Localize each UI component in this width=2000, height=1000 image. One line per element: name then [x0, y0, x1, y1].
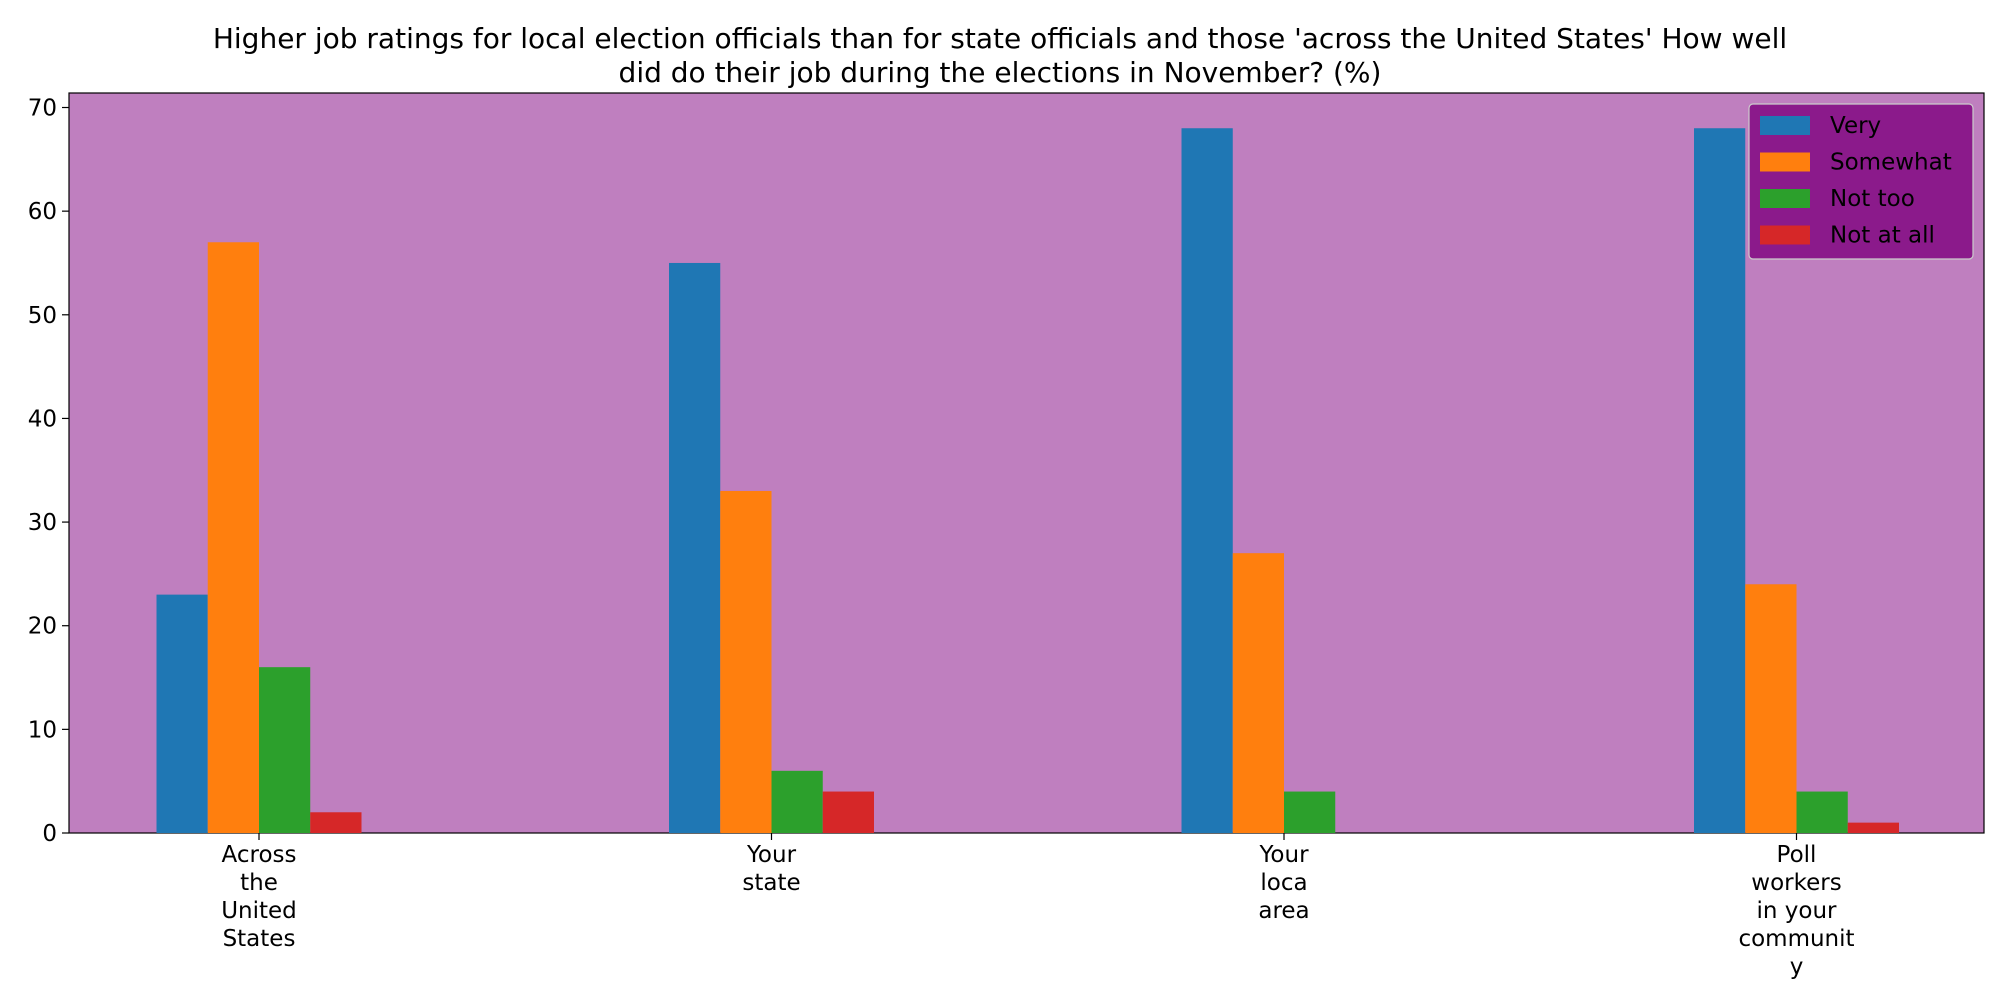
x-tick-label: the — [240, 870, 278, 896]
bar-not-too-0 — [259, 667, 311, 833]
x-tick-label: state — [742, 870, 800, 896]
legend-label-somewhat: Somewhat — [1830, 150, 1952, 176]
x-tick-label: area — [1258, 898, 1309, 924]
x-tick-label: communit — [1738, 926, 1854, 952]
x-tick-label: Your — [1258, 842, 1309, 868]
bar-not-at-all-1 — [822, 791, 874, 833]
y-tick-label: 70 — [28, 96, 57, 122]
bars-layer — [156, 128, 1899, 833]
x-tick-label: Across — [222, 842, 297, 868]
legend-swatch-very — [1760, 116, 1810, 135]
chart-title-line-2: did do their job during the elections in… — [619, 56, 1382, 89]
x-tick-label: in your — [1757, 898, 1838, 924]
bar-not-too-1 — [771, 770, 823, 833]
chart-title: Higher job ratings for local election of… — [213, 22, 1787, 89]
bar-not-too-2 — [1284, 791, 1336, 833]
legend-swatch-somewhat — [1760, 152, 1810, 172]
x-tick-label: Poll — [1777, 842, 1817, 868]
y-tick-label: 50 — [28, 303, 57, 329]
plot-area — [68, 92, 1985, 834]
x-axis: AcrosstheUnitedStatesYourstateYourlocaar… — [221, 833, 1855, 980]
bar-not-too-3 — [1796, 791, 1848, 833]
y-tick-label: 0 — [42, 821, 57, 847]
legend: Very Somewhat Not too Not at all — [1748, 103, 1974, 260]
legend-swatch-not-at-all — [1760, 225, 1810, 245]
x-tick-label: loca — [1260, 870, 1307, 896]
bar-very-0 — [156, 594, 208, 833]
legend-label-not-at-all: Not at all — [1830, 223, 1935, 249]
bar-very-1 — [669, 262, 721, 833]
x-tick-label: Your — [746, 842, 797, 868]
legend-label-very: Very — [1830, 113, 1881, 139]
y-tick-label: 10 — [28, 717, 57, 743]
x-tick-label: United — [221, 898, 297, 924]
bar-not-at-all-0 — [310, 812, 362, 833]
legend-label-not-too: Not too — [1830, 186, 1915, 212]
y-tick-label: 20 — [28, 614, 57, 640]
bar-somewhat-1 — [720, 490, 772, 833]
chart-title-line-1: Higher job ratings for local election of… — [213, 22, 1787, 55]
x-tick-label: workers — [1751, 870, 1841, 896]
bar-somewhat-2 — [1232, 553, 1284, 833]
x-tick-label: States — [223, 926, 296, 952]
legend-box — [1748, 103, 1974, 260]
bar-not-at-all-3 — [1847, 822, 1899, 833]
y-tick-label: 30 — [28, 510, 57, 536]
bar-somewhat-3 — [1745, 584, 1797, 833]
bar-somewhat-0 — [207, 242, 259, 833]
y-tick-label: 60 — [28, 199, 57, 225]
legend-swatch-not-too — [1760, 189, 1810, 208]
x-tick-label: y — [1790, 954, 1804, 980]
bar-very-2 — [1181, 128, 1233, 833]
bar-very-3 — [1694, 128, 1746, 833]
y-tick-label: 40 — [28, 406, 57, 432]
y-axis: 0 10 20 30 40 50 60 70 — [28, 96, 69, 847]
